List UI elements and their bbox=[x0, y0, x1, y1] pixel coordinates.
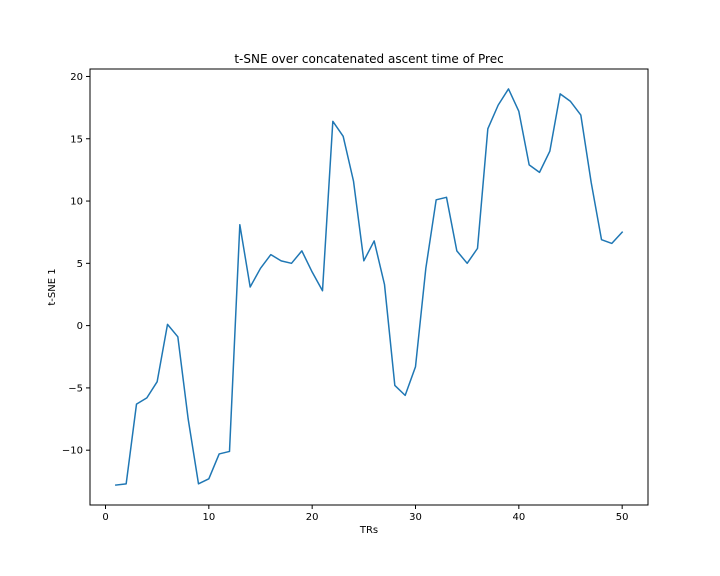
x-tick-label: 30 bbox=[409, 512, 422, 523]
y-tick-label: −10 bbox=[62, 446, 83, 457]
x-tick-label: 20 bbox=[306, 512, 319, 523]
x-tick-label: 0 bbox=[102, 512, 108, 523]
y-tick-label: −5 bbox=[68, 383, 83, 394]
x-axis: 0 10 20 30 40 50 bbox=[102, 505, 629, 523]
axes-frame bbox=[89, 68, 649, 506]
x-tick-label: 50 bbox=[616, 512, 629, 523]
y-tick-label: 15 bbox=[70, 134, 83, 145]
series-line-1 bbox=[114, 88, 624, 486]
y-axis-label: t-SNE 1 bbox=[47, 268, 58, 305]
y-tick-label: 20 bbox=[70, 72, 83, 83]
y-axis: −10 −5 0 5 10 15 20 bbox=[62, 72, 90, 457]
y-tick-label: 5 bbox=[77, 259, 83, 270]
chart-title: t-SNE over concatenated ascent time of P… bbox=[234, 52, 503, 66]
plot-area bbox=[114, 88, 624, 486]
x-tick-label: 10 bbox=[202, 512, 215, 523]
y-tick-label: 10 bbox=[70, 197, 83, 208]
x-axis-label: TRs bbox=[359, 525, 378, 536]
x-tick-label: 40 bbox=[512, 512, 525, 523]
y-tick-label: 0 bbox=[77, 321, 83, 332]
